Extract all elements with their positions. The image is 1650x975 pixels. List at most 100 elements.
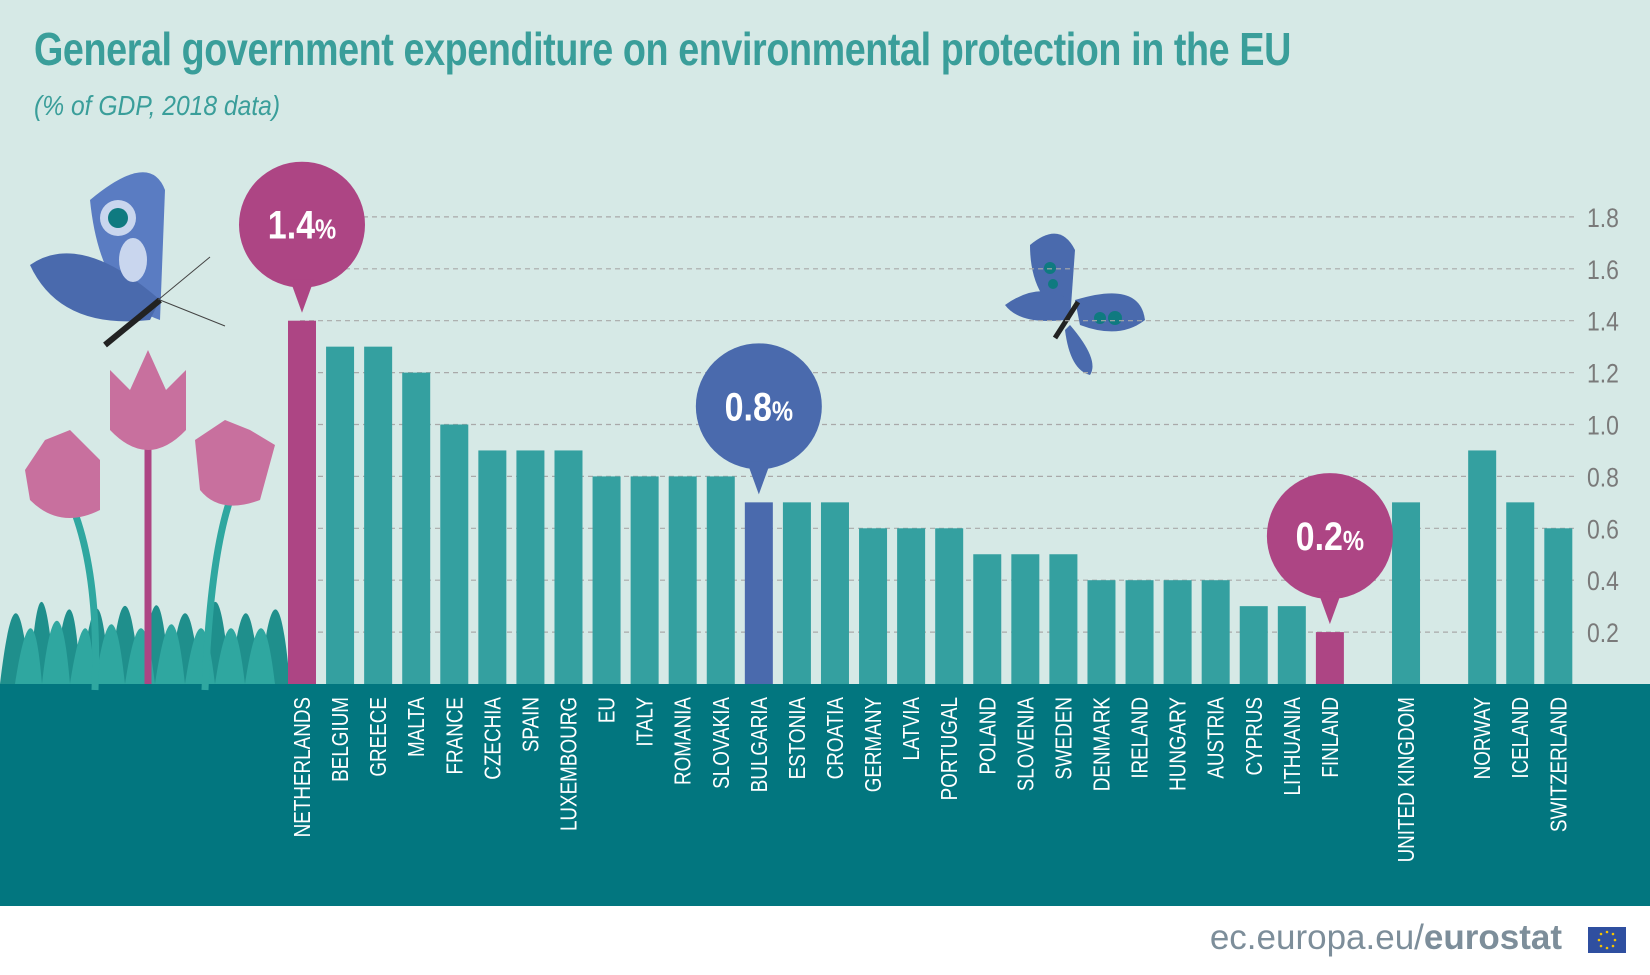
x-tick-label: SWEDEN: [1052, 697, 1077, 780]
callout-pointer: [746, 461, 771, 495]
bar-denmark: [1087, 580, 1116, 684]
callout-bubble: 0.2%: [1266, 473, 1393, 625]
bar-austria: [1201, 580, 1230, 684]
x-tick-label: SPAIN: [519, 697, 544, 752]
y-tick-label: 1.8: [1587, 203, 1619, 233]
footer-url[interactable]: ec.europa.eu/eurostat: [1210, 918, 1562, 958]
callout-circle: [1266, 473, 1393, 600]
x-tick-label: CZECHIA: [481, 697, 506, 780]
callout-value: 0.8: [725, 384, 772, 429]
x-tick-label: ITALY: [633, 697, 658, 747]
callout-pointer: [290, 279, 314, 313]
bar-norway: [1468, 450, 1497, 684]
callout-unit: %: [772, 394, 793, 426]
bar-united-kingdom: [1392, 502, 1421, 684]
bar-greece: [364, 346, 393, 684]
callout-unit: %: [315, 213, 336, 245]
callout-value: 1.4: [268, 202, 316, 247]
callout-label: 1.4%: [268, 202, 336, 247]
bar-luxembourg: [554, 450, 583, 684]
x-tick-label: CYPRUS: [1242, 697, 1267, 776]
eu-flag-icon: [1588, 927, 1626, 953]
x-tick-label: CROATIA: [823, 697, 848, 779]
label-band: [0, 684, 1650, 906]
butterfly-icon: [1005, 233, 1145, 375]
chart-title: General government expenditure on enviro…: [34, 23, 1291, 75]
tulip-icon: [25, 350, 275, 691]
x-tick-label: IRELAND: [1128, 697, 1153, 779]
bar-hungary: [1163, 580, 1192, 684]
y-tick-label: 0.6: [1587, 515, 1619, 545]
bar-italy: [630, 476, 659, 684]
x-tick-label: FINLAND: [1318, 697, 1343, 778]
x-tick-label: EU: [595, 697, 620, 723]
y-tick-label: 1.2: [1587, 359, 1619, 389]
callout-bubble: 0.8%: [695, 343, 822, 495]
y-tick-label: 1.0: [1587, 411, 1619, 441]
butterfly-icon: [30, 172, 226, 348]
callout-circle: [239, 161, 365, 288]
x-tick-label: SLOVAKIA: [709, 697, 734, 789]
x-tick-label: FRANCE: [443, 697, 468, 774]
chart-subtitle: (% of GDP, 2018 data): [34, 90, 281, 121]
bar-romania: [668, 476, 697, 684]
decorations: [0, 172, 1145, 691]
x-tick-label: NORWAY: [1470, 697, 1495, 779]
bar-portugal: [935, 528, 964, 684]
footer-brand: eurostat: [1423, 918, 1562, 957]
bar-estonia: [782, 502, 811, 684]
y-tick-label: 0.4: [1587, 566, 1619, 596]
bar-croatia: [820, 502, 849, 684]
bar-sweden: [1049, 554, 1078, 684]
bar-czechia: [478, 450, 507, 684]
x-tick-label: GERMANY: [861, 697, 886, 792]
bar-chart: 0.2 0.4 0.6 0.8 1.0 1.2 1.4 1.6 1.8 NETHERLANDS BE…: [239, 161, 1619, 862]
callout-circle: [695, 343, 822, 470]
x-tick-label: ICELAND: [1509, 697, 1534, 779]
bar-poland: [973, 554, 1002, 684]
y-tick-label: 1.6: [1587, 255, 1619, 285]
x-tick-label: BULGARIA: [747, 697, 772, 792]
callout-value: 0.2: [1296, 513, 1343, 558]
x-tick-label: LATVIA: [899, 697, 924, 761]
y-tick-label: 1.4: [1587, 307, 1619, 337]
bar-france: [440, 424, 469, 684]
bar-finland: [1315, 632, 1344, 684]
callout-label: 0.8%: [725, 384, 793, 429]
footer-site: ec.europa.eu/: [1209, 918, 1424, 957]
callout-bubble: 1.4%: [239, 161, 365, 313]
x-tick-label: POLAND: [976, 697, 1001, 775]
bar-slovenia: [1011, 554, 1040, 684]
x-tick-label: DENMARK: [1090, 697, 1115, 791]
bar-iceland: [1506, 502, 1535, 684]
bar-bulgaria: [744, 502, 773, 684]
x-tick-label: SLOVENIA: [1014, 697, 1039, 791]
x-tick-label: SWITZERLAND: [1547, 697, 1572, 832]
callout-label: 0.2%: [1296, 513, 1364, 558]
x-tick-label: BELGIUM: [328, 697, 353, 782]
y-tick-label: 0.8: [1587, 463, 1619, 493]
x-tick-label: LITHUANIA: [1280, 697, 1305, 795]
bar-latvia: [897, 528, 926, 684]
callout-unit: %: [1343, 524, 1364, 556]
x-tick-label: PORTUGAL: [938, 697, 963, 800]
callout-pointer: [1317, 591, 1342, 625]
bar-switzerland: [1544, 528, 1573, 684]
y-tick-label: 0.2: [1587, 618, 1619, 648]
x-tick-label: ROMANIA: [671, 697, 696, 785]
bar-ireland: [1125, 580, 1154, 684]
bar-lithuania: [1277, 606, 1306, 684]
bar-germany: [859, 528, 888, 684]
x-tick-label: NETHERLANDS: [290, 697, 315, 837]
x-tick-label: HUNGARY: [1166, 697, 1191, 791]
x-tick-label: ESTONIA: [785, 697, 810, 779]
x-tick-label: UNITED KINGDOM: [1394, 697, 1419, 862]
x-tick-label: GREECE: [366, 697, 391, 777]
x-tick-label: AUSTRIA: [1204, 697, 1229, 779]
bar-cyprus: [1239, 606, 1268, 684]
bar-spain: [516, 450, 545, 684]
bar-eu: [592, 476, 621, 684]
x-tick-label: LUXEMBOURG: [557, 697, 582, 831]
bar-netherlands: [288, 320, 316, 684]
x-tick-label: MALTA: [405, 697, 430, 757]
